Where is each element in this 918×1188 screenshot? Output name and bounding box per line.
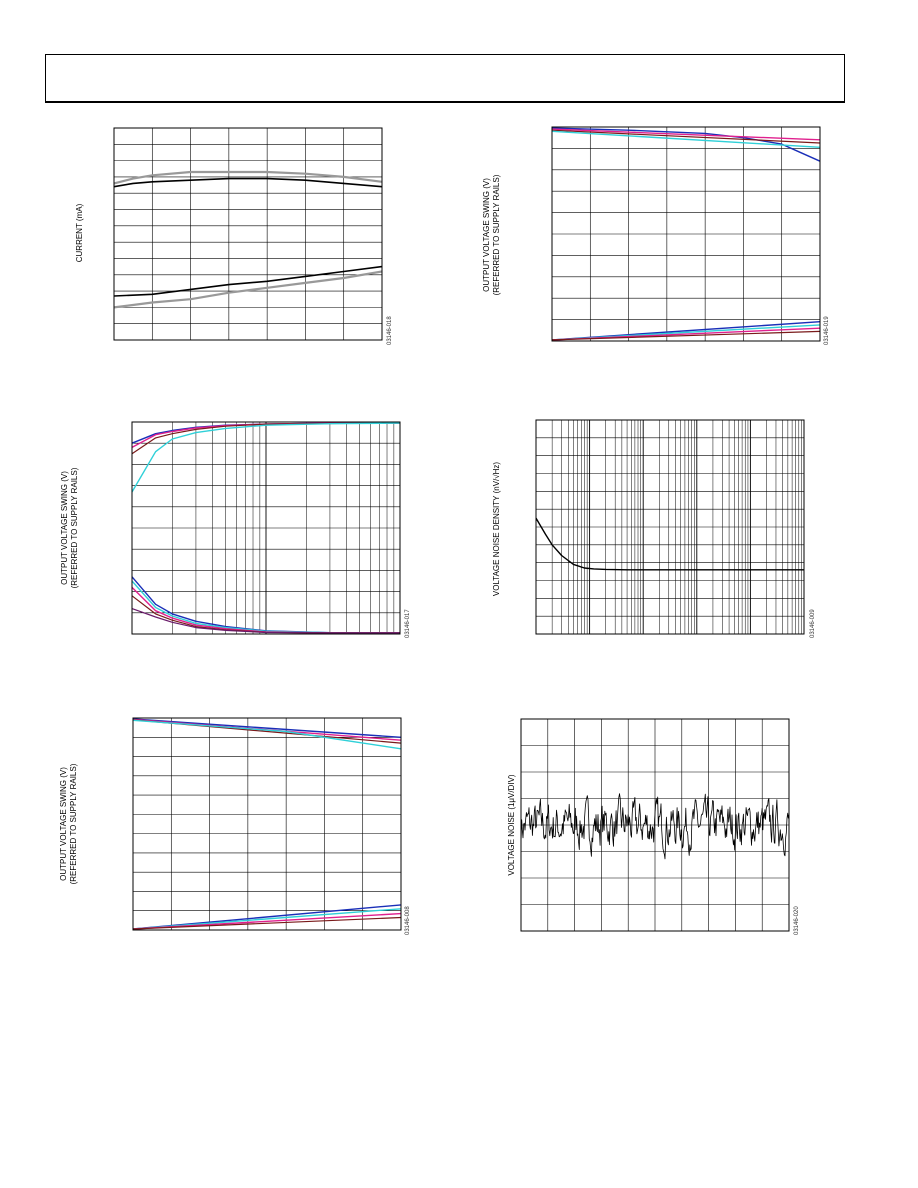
chart-plot-area [113,127,383,341]
series-line-0 [520,793,790,860]
y-axis-label: OUTPUT VOLTAGE SWING (V) (REFERRED TO SU… [482,174,501,296]
y-axis-label: VOLTAGE NOISE (1μV/DIV) [507,774,516,876]
series-line-3 [113,270,383,309]
plot-frame [113,127,383,341]
grid [521,719,789,931]
plot-frame [551,126,821,342]
series-line-1 [113,170,383,185]
figure-id: 03146-017 [405,609,411,638]
series-line-7 [551,330,821,341]
series-line-2 [113,265,383,297]
series-line-2 [551,129,821,144]
series-line-0 [551,127,821,162]
chart-panel-swing-log [131,421,401,635]
series-line-1 [551,128,821,141]
figure-id: 03146-018 [387,316,393,345]
grid [131,422,400,634]
y-axis-label: VOLTAGE NOISE DENSITY (nV/√Hz) [492,461,501,597]
page-header-box [45,54,845,103]
series-line-8 [131,608,400,634]
series-line-0 [132,718,402,738]
series-line-3 [132,719,402,750]
chart-panel-swing-supply [132,717,402,931]
grid [552,127,820,341]
grid [133,718,401,930]
chart-plot-area [520,718,790,932]
figure-id: 03146-008 [405,906,411,935]
chart-plot-area [551,126,821,342]
chart-panel-current [113,127,383,341]
grid [114,128,382,340]
plot-frame [131,421,401,635]
chart-plot-area [131,421,401,635]
y-axis-label: OUTPUT VOLTAGE SWING (V) (REFERRED TO SU… [60,467,79,589]
series-line-3 [551,130,821,148]
chart-plot-area [535,419,805,635]
series-line-0 [535,517,804,571]
figure-id: 03146-020 [794,906,800,935]
grid [535,420,804,634]
figure-id: 03146-009 [810,609,816,638]
series-line-0 [113,177,383,188]
chart-panel-swing-load [551,126,821,342]
chart-plot-area [132,717,402,931]
plot-frame [535,419,805,635]
plot-frame [132,717,402,931]
y-axis-label: OUTPUT VOLTAGE SWING (V) (REFERRED TO SU… [59,763,78,885]
series-line-7 [132,916,402,930]
series-line-3 [131,422,401,493]
chart-panel-voltage-noise [520,718,790,932]
series-line-6 [132,912,402,930]
chart-panel-noise-density [535,419,805,635]
plot-frame [520,718,790,932]
figure-id: 03146-019 [824,316,830,345]
series-line-5 [132,908,402,930]
y-axis-label: CURRENT (mA) [75,203,84,263]
